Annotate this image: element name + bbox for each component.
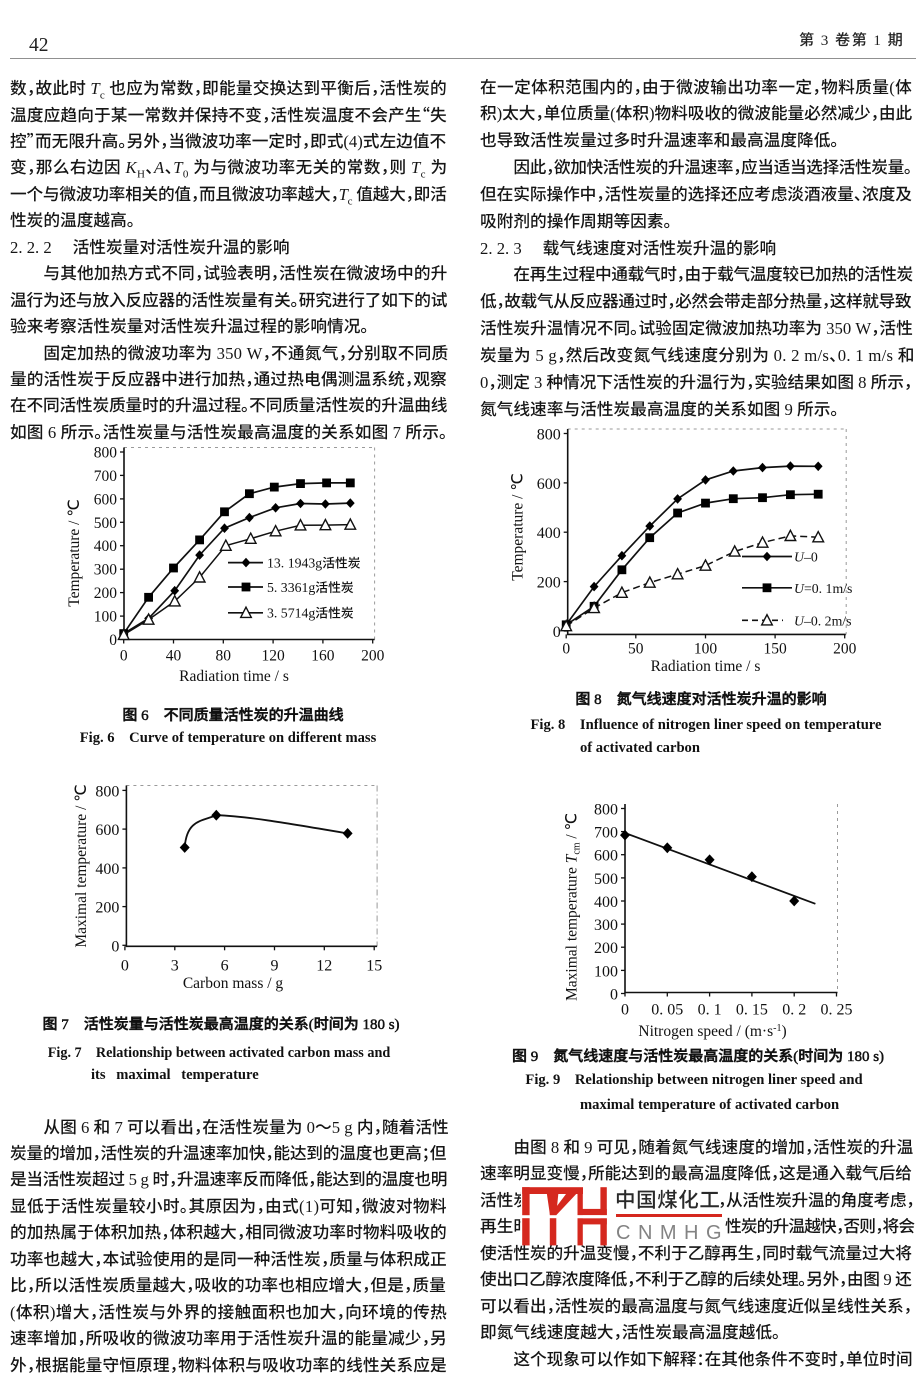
svg-text:700: 700: [94, 468, 118, 485]
svg-text:800: 800: [94, 445, 118, 462]
svg-text:3. 5714g活性炭: 3. 5714g活性炭: [267, 603, 354, 622]
svg-text:Radiation time / s: Radiation time / s: [651, 658, 761, 675]
svg-text:0. 1: 0. 1: [698, 1002, 722, 1019]
svg-text:120: 120: [261, 648, 285, 665]
svg-text:Radiation time / s: Radiation time / s: [179, 668, 289, 685]
svg-text:160: 160: [311, 648, 335, 665]
svg-text:50: 50: [628, 640, 644, 657]
svg-text:200: 200: [94, 585, 118, 602]
svg-text:80: 80: [216, 648, 232, 665]
svg-text:400: 400: [537, 525, 561, 542]
svg-text:6: 6: [221, 957, 229, 974]
svg-text:400: 400: [94, 538, 118, 555]
svg-text:0. 2: 0. 2: [782, 1002, 806, 1019]
svg-text:Maximal temperature / ℃: Maximal temperature / ℃: [73, 784, 90, 947]
svg-text:Carbon mass / g: Carbon mass / g: [183, 975, 284, 992]
svg-text:9: 9: [271, 957, 279, 974]
svg-text:Temperature / ℃: Temperature / ℃: [510, 473, 527, 581]
svg-text:600: 600: [537, 476, 561, 493]
svg-text:0: 0: [109, 632, 117, 649]
svg-text:3: 3: [171, 957, 179, 974]
svg-text:800: 800: [594, 802, 618, 819]
svg-text:Maximal temperature Tcm / ℃: Maximal temperature Tcm / ℃: [564, 813, 583, 1001]
svg-text:200: 200: [537, 575, 561, 592]
svg-text:0: 0: [610, 987, 618, 1004]
svg-text:0: 0: [562, 640, 570, 657]
svg-text:600: 600: [594, 848, 618, 865]
svg-text:200: 200: [95, 900, 119, 917]
svg-text:0. 15: 0. 15: [736, 1002, 768, 1019]
svg-text:0. 25: 0. 25: [821, 1002, 853, 1019]
svg-text:500: 500: [594, 871, 618, 888]
svg-text:800: 800: [95, 783, 119, 800]
svg-text:100: 100: [594, 963, 618, 980]
svg-text:150: 150: [763, 640, 787, 657]
svg-text:0. 05: 0. 05: [651, 1002, 683, 1019]
svg-text:U–0. 2m/s: U–0. 2m/s: [794, 613, 852, 628]
svg-text:0: 0: [621, 1002, 629, 1019]
svg-text:U–0: U–0: [794, 550, 818, 565]
svg-text:400: 400: [95, 861, 119, 878]
svg-text:100: 100: [694, 640, 718, 657]
svg-text:Nitrogen speed / (m·s-1): Nitrogen speed / (m·s-1): [638, 1023, 786, 1040]
svg-text:200: 200: [594, 940, 618, 957]
svg-text:600: 600: [95, 822, 119, 839]
svg-text:300: 300: [94, 562, 118, 579]
svg-text:Temperature / ℃: Temperature / ℃: [66, 499, 83, 607]
svg-text:200: 200: [361, 648, 385, 665]
svg-text:500: 500: [94, 515, 118, 532]
svg-text:600: 600: [94, 491, 118, 508]
svg-text:0: 0: [553, 624, 561, 641]
svg-text:0: 0: [120, 648, 128, 665]
svg-text:15: 15: [366, 957, 382, 974]
svg-text:13. 1943g活性炭: 13. 1943g活性炭: [267, 552, 361, 571]
svg-text:400: 400: [594, 894, 618, 911]
svg-text:0: 0: [111, 938, 119, 955]
svg-text:5. 3361g活性炭: 5. 3361g活性炭: [267, 577, 354, 596]
svg-text:100: 100: [94, 609, 118, 626]
svg-text:U=0. 1m/s: U=0. 1m/s: [794, 581, 852, 596]
svg-text:12: 12: [316, 957, 332, 974]
svg-text:700: 700: [594, 825, 618, 842]
svg-text:200: 200: [833, 640, 857, 657]
svg-text:0: 0: [121, 957, 129, 974]
svg-text:40: 40: [166, 648, 182, 665]
svg-text:300: 300: [594, 917, 618, 934]
svg-text:800: 800: [537, 427, 561, 444]
